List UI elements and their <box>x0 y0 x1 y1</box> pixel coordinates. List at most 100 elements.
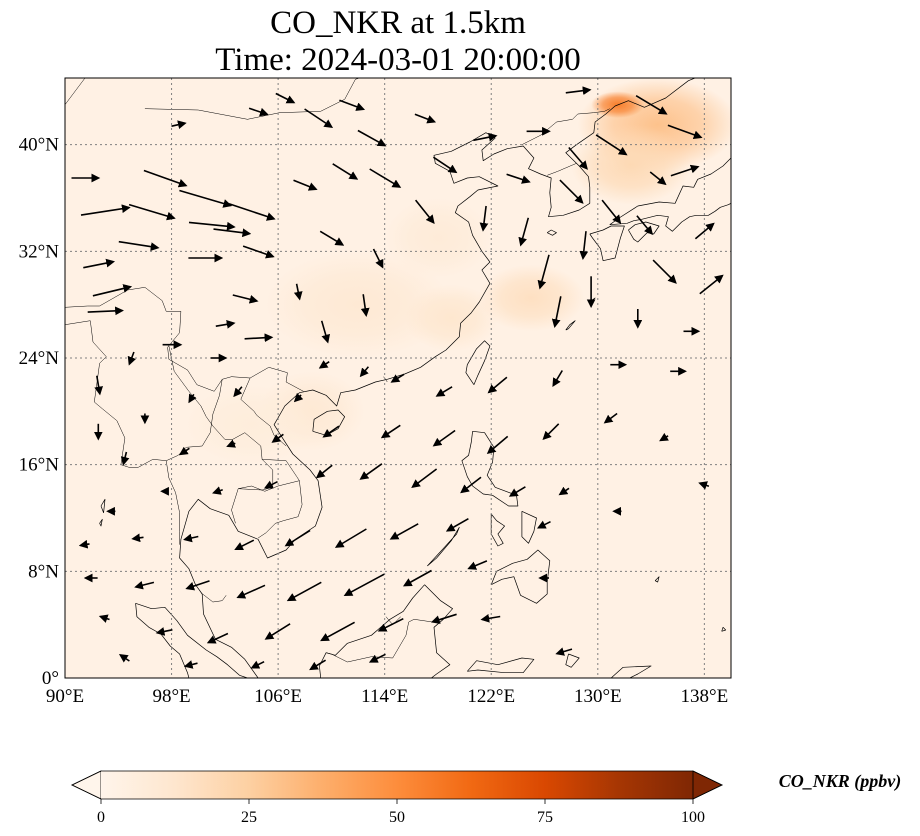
colorbar-tick-label: 0 <box>97 809 105 826</box>
wind-vector <box>559 179 584 204</box>
concentration-blob <box>264 251 452 358</box>
coastline <box>609 157 731 225</box>
wind-vector <box>635 95 668 115</box>
wind-vector <box>555 647 573 656</box>
wind-vector <box>568 146 588 170</box>
coastline <box>465 340 491 385</box>
coastlines <box>99 78 731 678</box>
wind-vector <box>380 424 401 439</box>
wind-vector <box>670 164 700 177</box>
wind-vector <box>212 486 223 495</box>
coastline <box>490 549 551 604</box>
wind-vector <box>118 240 160 251</box>
colorbar-extend-min <box>71 770 102 800</box>
wind-vector <box>315 464 333 479</box>
colorbar-ticks: 0 25 50 75 100 <box>97 799 705 826</box>
wind-vector <box>304 108 334 128</box>
colorbar-tick-label: 50 <box>389 809 405 826</box>
wind-vector <box>558 486 570 496</box>
wind-vector <box>698 481 710 490</box>
wind-vector <box>318 360 330 369</box>
wind-vector <box>368 653 386 663</box>
wind-vector <box>445 518 469 532</box>
wind-vector <box>435 386 453 397</box>
wind-vector <box>343 573 385 597</box>
wind-vector <box>78 539 90 549</box>
wind-vector <box>480 614 501 623</box>
wind-vector <box>432 429 456 447</box>
wind-vector <box>320 621 355 642</box>
wind-vector <box>128 203 176 221</box>
coastline <box>565 320 576 331</box>
wind-vector <box>389 523 419 540</box>
wind-vector <box>537 254 550 290</box>
latitude-tick-label: 32°N <box>19 241 60 262</box>
wind-vector <box>460 476 482 494</box>
colorbar-tick-label: 75 <box>537 809 553 826</box>
wind-vector <box>552 370 563 388</box>
wind-vector <box>542 423 560 441</box>
country-border <box>65 78 86 105</box>
wind-vector <box>359 366 370 378</box>
country-border <box>547 163 577 176</box>
wind-vector <box>215 320 236 329</box>
wind-vector <box>242 245 275 259</box>
wind-vector <box>369 168 402 188</box>
wind-vector <box>649 171 667 186</box>
wind-vector <box>118 654 130 663</box>
wind-vector <box>486 435 509 455</box>
wind-vector <box>293 283 303 301</box>
wind-vector <box>430 613 457 624</box>
wind-vector <box>87 306 124 316</box>
wind-vector <box>248 107 269 117</box>
country-border <box>200 592 227 603</box>
coastline <box>135 602 248 678</box>
coastline <box>319 584 425 678</box>
colorbar: 0 25 50 75 100 CO_NKR (ppbv) <box>71 770 901 826</box>
wind-vector <box>359 463 383 480</box>
wind-vector <box>360 294 370 317</box>
wind-vector <box>94 375 103 396</box>
wind-vector <box>659 432 669 442</box>
country-border <box>94 401 180 545</box>
wind-vector <box>178 446 190 456</box>
wind-vector <box>98 614 110 623</box>
coastline <box>461 430 519 507</box>
wind-vector <box>286 581 322 602</box>
wind-vector <box>699 274 724 295</box>
wind-vector <box>390 373 405 383</box>
wind-vector <box>120 451 130 466</box>
wind-vector <box>213 228 252 238</box>
wind-vector <box>473 132 498 142</box>
longitude-tick-label: 122°E <box>467 686 515 707</box>
wind-vector <box>131 533 144 543</box>
country-border <box>326 619 437 663</box>
wind-vector <box>636 215 654 236</box>
coastline <box>565 653 580 668</box>
coastline <box>547 229 557 236</box>
colorbar-gradient <box>101 771 693 799</box>
coastline <box>609 202 731 232</box>
longitude-tick-label: 138°E <box>681 686 729 707</box>
wind-vector <box>188 221 236 231</box>
longitude-tick-labels: 90°E 98°E 106°E 114°E 122°E 130°E 138°E <box>46 686 728 707</box>
map-title-line1: CO_NKR at 1.5km <box>270 5 526 41</box>
wind-vector <box>694 222 715 240</box>
wind-vector <box>263 480 278 489</box>
wind-vector <box>83 258 116 269</box>
country-border <box>168 345 274 524</box>
gridlines <box>65 78 731 678</box>
wind-vector <box>411 468 438 489</box>
coastline <box>490 513 505 547</box>
wind-vector <box>334 528 367 548</box>
wind-vector <box>284 529 311 547</box>
wind-vector <box>319 230 345 246</box>
wind-vector <box>601 199 622 224</box>
wind-vector <box>234 539 255 550</box>
wind-vector <box>92 284 133 297</box>
wind-vector <box>309 659 327 671</box>
wind-vector <box>134 580 155 590</box>
wind-vector <box>595 134 628 156</box>
coastline <box>135 603 190 678</box>
